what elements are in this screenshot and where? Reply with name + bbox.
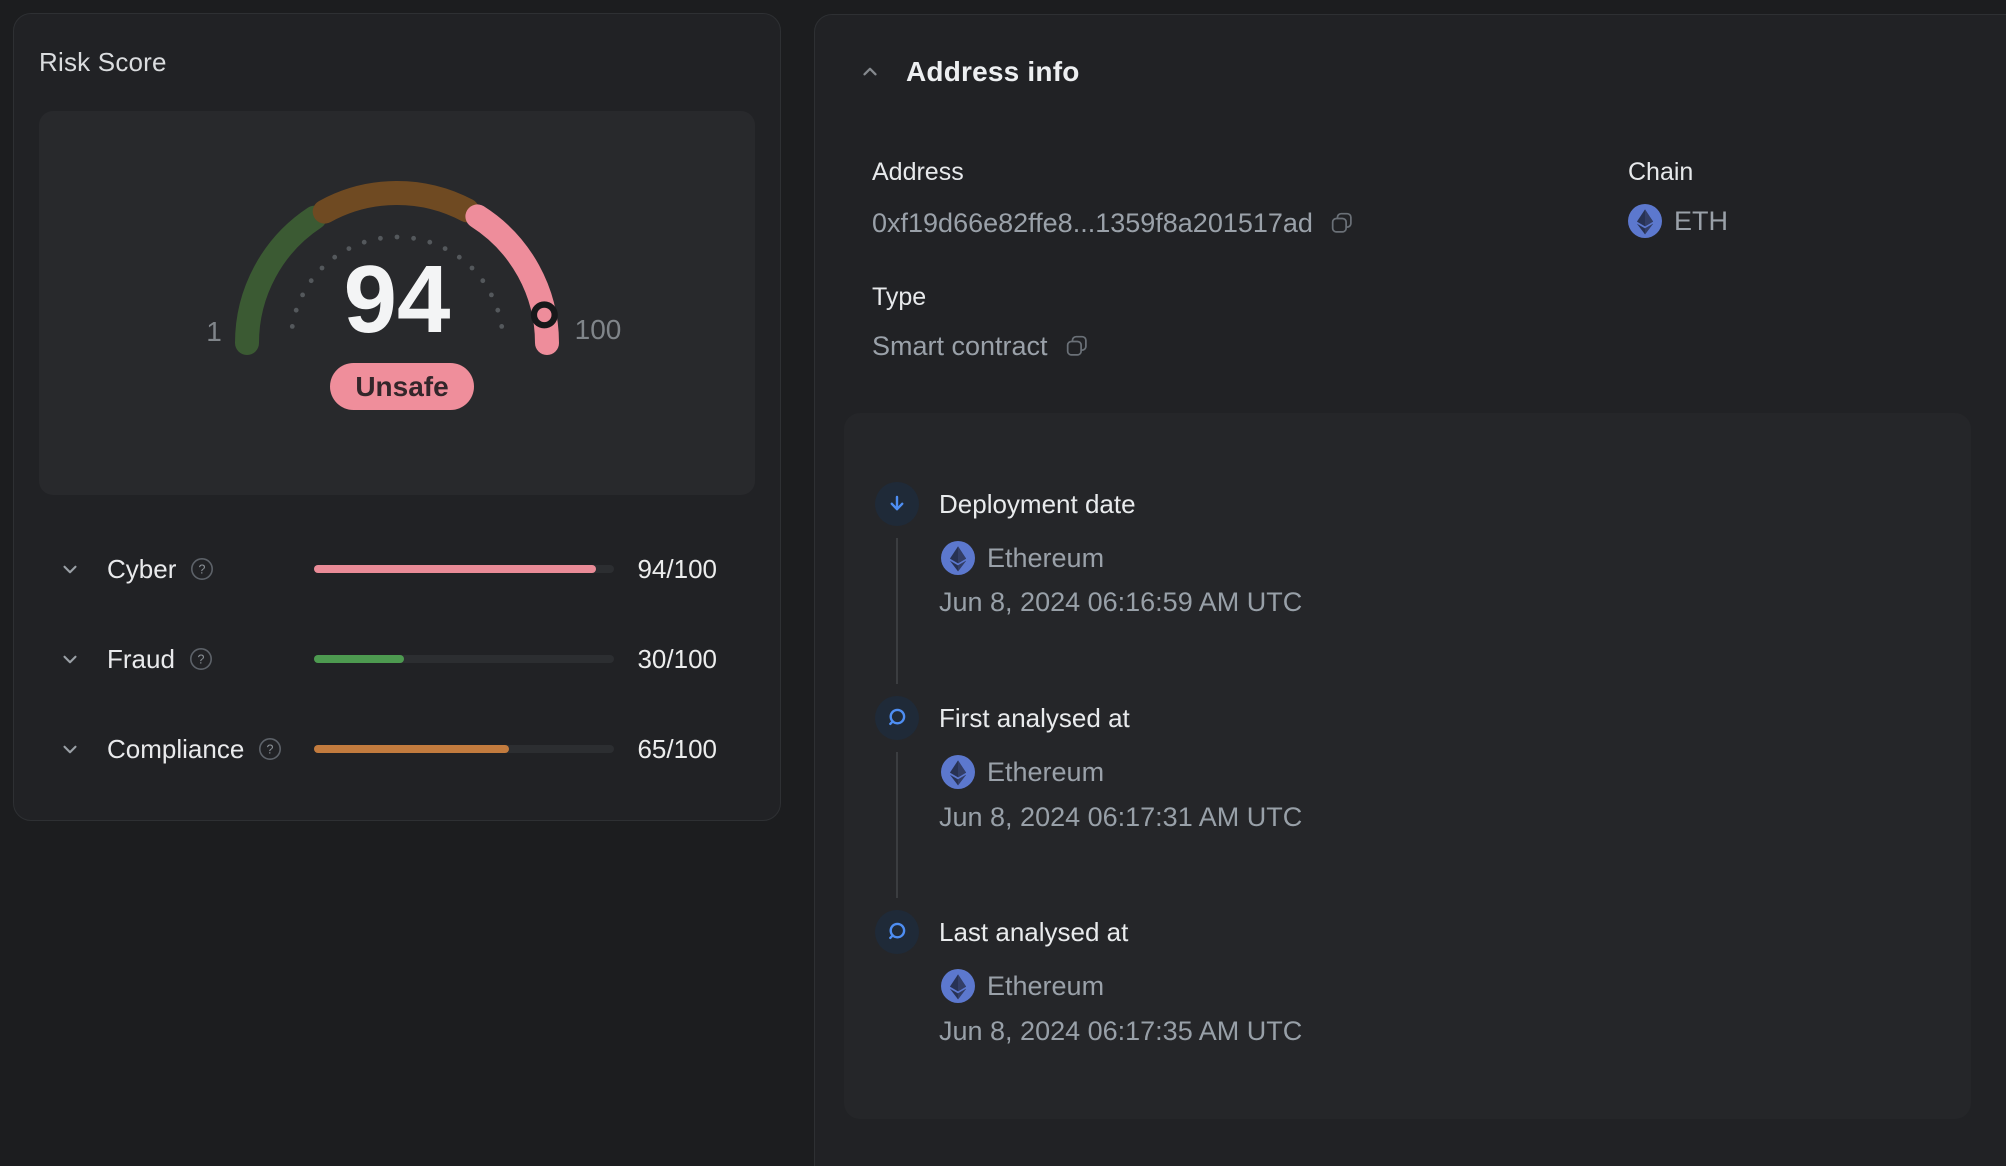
timeline-datetime: Jun 8, 2024 06:16:59 AM UTC: [939, 587, 1303, 617]
category-progress-track: [314, 565, 614, 573]
category-progress-track: [314, 745, 614, 753]
type-value-row: Smart contract: [872, 331, 1090, 361]
svg-text:?: ?: [199, 562, 206, 576]
category-progress-fill: [314, 745, 509, 753]
category-label: Cyber: [107, 553, 177, 584]
category-progress-fill: [314, 655, 404, 663]
timeline-network-row: Ethereum: [941, 541, 1104, 575]
chevron-down-icon[interactable]: [59, 558, 81, 580]
type-value: Smart contract: [872, 330, 1048, 361]
ethereum-icon: [1628, 204, 1662, 238]
chevron-down-icon[interactable]: [59, 738, 81, 760]
timeline-network-row: Ethereum: [941, 755, 1104, 789]
risk-gauge-panel: 94 1 100 Unsafe: [39, 111, 755, 495]
category-row-fraud[interactable]: Fraud ? 30/100: [59, 644, 717, 674]
category-label: Compliance: [107, 733, 245, 764]
risk-gauge: [235, 181, 559, 355]
copy-icon[interactable]: [1064, 333, 1090, 359]
help-icon[interactable]: ?: [190, 557, 214, 581]
chain-label: Chain: [1628, 158, 1694, 186]
timeline-datetime: Jun 8, 2024 06:17:31 AM UTC: [939, 802, 1303, 832]
category-row-cyber[interactable]: Cyber ? 94/100: [59, 554, 717, 584]
copy-icon[interactable]: [1329, 210, 1355, 236]
timeline-network: Ethereum: [987, 756, 1105, 787]
category-progress-track: [314, 655, 614, 663]
address-value: 0xf19d66e82ffe8...1359f8a201517ad: [872, 207, 1313, 238]
timeline-network: Ethereum: [987, 970, 1105, 1001]
address-value-row: 0xf19d66e82ffe8...1359f8a201517ad: [872, 208, 1355, 238]
type-label: Type: [872, 283, 927, 311]
gauge-min-label: 1: [206, 316, 222, 347]
gauge-max-label: 100: [574, 314, 622, 345]
analysis-icon-circle: [875, 910, 919, 954]
status-badge: Unsafe: [330, 363, 474, 410]
ethereum-icon: [941, 541, 975, 575]
ethereum-icon: [941, 969, 975, 1003]
timeline-connector: [896, 538, 898, 684]
address-label: Address: [872, 158, 964, 186]
timeline-card: Deployment date Ethereum Jun 8, 2024 06:…: [844, 413, 1971, 1119]
category-score: 94/100: [637, 554, 717, 584]
category-score: 65/100: [637, 734, 717, 764]
risk-score-card: Risk Score 94 1 100 Unsafe Cyber ? 94/10…: [13, 13, 781, 821]
chevron-up-icon[interactable]: [859, 61, 881, 83]
category-progress-fill: [314, 565, 596, 573]
chevron-down-icon[interactable]: [59, 648, 81, 670]
svg-text:?: ?: [267, 742, 274, 756]
timeline-connector: [896, 752, 898, 898]
address-info-card: Address info Address 0xf19d66e82ffe8...1…: [814, 14, 2006, 1166]
deployment-icon-circle: [875, 482, 919, 526]
chain-value: ETH: [1674, 205, 1728, 236]
timeline-network: Ethereum: [987, 542, 1105, 573]
risk-score-value: 94: [343, 246, 451, 353]
category-label: Fraud: [107, 643, 175, 674]
chain-value-row: ETH: [1628, 204, 1728, 238]
address-info-header[interactable]: Address info: [859, 55, 1080, 89]
timeline-datetime: Jun 8, 2024 06:17:35 AM UTC: [939, 1016, 1303, 1046]
help-icon[interactable]: ?: [189, 647, 213, 671]
address-info-title: Address info: [906, 56, 1080, 87]
timeline-item-title: First analysed at: [939, 703, 1130, 733]
ethereum-icon: [941, 755, 975, 789]
arrow-down-icon: [890, 495, 904, 511]
help-icon[interactable]: ?: [258, 737, 282, 761]
category-row-compliance[interactable]: Compliance ? 65/100: [59, 734, 717, 764]
svg-text:?: ?: [197, 652, 204, 666]
risk-score-title: Risk Score: [39, 47, 167, 77]
magnifier-icon: [889, 922, 906, 940]
magnifier-icon: [889, 708, 906, 726]
timeline-item-title: Last analysed at: [939, 917, 1129, 947]
category-score: 30/100: [637, 644, 717, 674]
analysis-icon-circle: [875, 696, 919, 740]
timeline-item-title: Deployment date: [939, 489, 1136, 519]
timeline-network-row: Ethereum: [941, 969, 1104, 1003]
